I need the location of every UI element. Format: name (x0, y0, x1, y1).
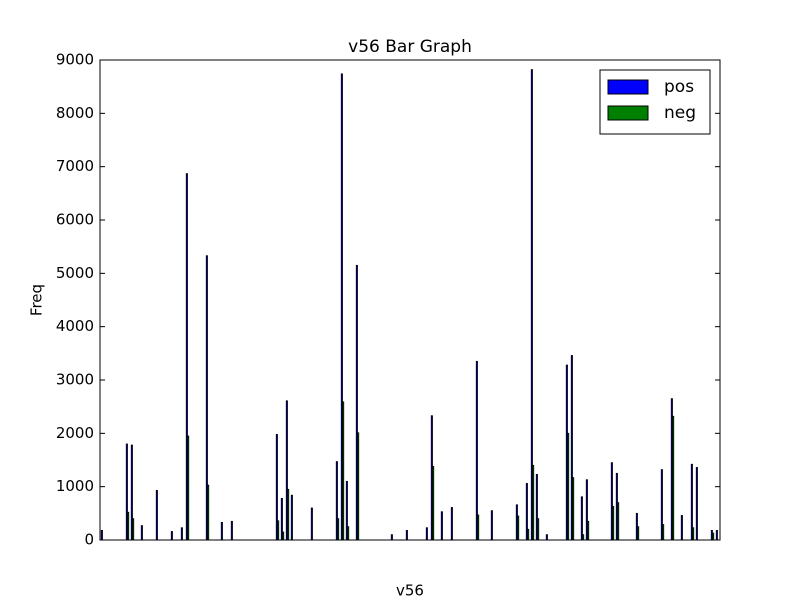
y-tick-label: 4000 (56, 317, 94, 335)
y-tick-label: 3000 (56, 371, 94, 389)
y-tick-label: 5000 (56, 264, 94, 282)
bar (490, 510, 493, 541)
bar (310, 507, 313, 541)
bar (612, 505, 615, 541)
bar (337, 518, 340, 541)
bar (440, 511, 443, 541)
x-axis-label: v56 (396, 582, 424, 600)
bar (100, 530, 103, 541)
bar (680, 515, 683, 541)
bar (517, 515, 520, 541)
bar (537, 518, 540, 541)
bar (132, 518, 135, 541)
bar (277, 520, 280, 541)
bar (637, 526, 640, 541)
bar (475, 360, 478, 541)
bar (527, 528, 530, 541)
bar (572, 477, 575, 541)
y-tick-label: 1000 (56, 477, 94, 495)
bar (230, 520, 233, 541)
bar (567, 432, 570, 541)
bar (207, 484, 210, 541)
bar (715, 530, 718, 541)
bar (432, 465, 435, 541)
bar (695, 467, 698, 541)
y-tick-label: 0 (84, 531, 94, 549)
bar (357, 432, 360, 541)
bar (342, 401, 345, 541)
legend-swatch (607, 105, 649, 121)
bar (545, 534, 548, 541)
y-tick-label: 6000 (56, 211, 94, 229)
bar (425, 527, 428, 541)
y-tick-label: 7000 (56, 157, 94, 175)
bar (347, 526, 350, 541)
legend-swatch (607, 79, 649, 95)
bar (532, 464, 535, 541)
bar (450, 507, 453, 541)
bar (580, 496, 583, 541)
bar (712, 532, 715, 541)
bar (477, 514, 480, 541)
bar (170, 531, 173, 541)
bar (282, 531, 285, 541)
bar (692, 527, 695, 541)
bar (582, 534, 585, 541)
legend-label: pos (664, 77, 694, 97)
bar (672, 415, 675, 541)
plot-frame (99, 59, 721, 541)
bar (140, 525, 143, 541)
bar (290, 494, 293, 541)
bar (287, 488, 290, 541)
bar (187, 435, 190, 541)
chart-title: v56 Bar Graph (348, 37, 472, 57)
y-tick-label: 9000 (56, 51, 94, 69)
legend-label: neg (664, 103, 696, 123)
bar (127, 511, 130, 541)
bar (180, 527, 183, 541)
bar (662, 524, 665, 541)
y-tick-label: 2000 (56, 424, 94, 442)
bar (220, 522, 223, 541)
bar (155, 489, 158, 541)
y-axis-label: Freq (28, 284, 46, 316)
bar (405, 530, 408, 541)
bar (587, 520, 590, 541)
y-tick-label: 8000 (56, 104, 94, 122)
bar (617, 502, 620, 541)
bar (390, 534, 393, 541)
